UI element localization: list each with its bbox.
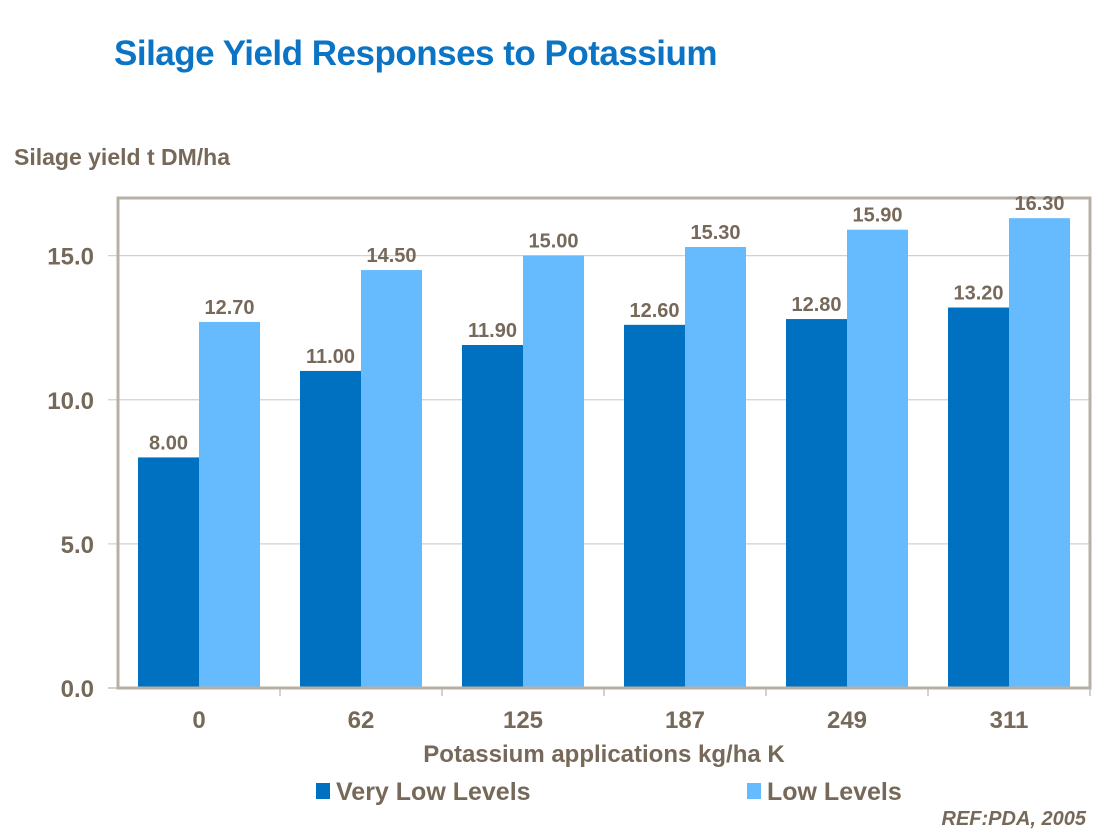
data-label: 15.30 xyxy=(690,222,740,244)
legend: Very Low Levels Low Levels xyxy=(316,778,902,806)
data-label: 8.00 xyxy=(149,432,188,454)
data-label: 12.60 xyxy=(629,300,679,322)
x-tick-label: 311 xyxy=(990,707,1029,734)
legend-label: Very Low Levels xyxy=(336,778,531,806)
bar-low xyxy=(199,321,260,688)
chart-title: Silage Yield Responses to Potassium xyxy=(114,34,717,73)
y-tick-labels: 0.0 5.0 10.0 15.0 xyxy=(47,244,94,703)
gridlines xyxy=(108,255,1090,689)
legend-label: Low Levels xyxy=(767,778,902,806)
bar-very-low xyxy=(624,324,685,688)
bars xyxy=(138,218,1070,689)
legend-swatch-very-low xyxy=(316,783,330,799)
plot-border xyxy=(116,196,1092,690)
x-tick-label: 187 xyxy=(665,707,705,734)
data-labels: 8.00 12.70 11.00 14.50 11.90 15.00 12.60 15.30 1… xyxy=(149,193,1065,454)
bar-low xyxy=(523,255,584,688)
y-axis-label: Silage yield t DM/ha xyxy=(14,144,230,170)
x-tick-label: 0 xyxy=(192,707,205,734)
data-label: 12.70 xyxy=(204,297,254,319)
data-label: 13.20 xyxy=(953,283,1003,305)
data-label: 14.50 xyxy=(366,245,416,267)
y-tick-label: 0.0 xyxy=(61,676,94,703)
x-axis-label: Potassium applications kg/ha K xyxy=(423,741,785,768)
y-tick-label: 15.0 xyxy=(47,244,94,271)
bar-low xyxy=(361,270,422,688)
plot-frame xyxy=(116,196,1092,696)
reference-note: REF:PDA, 2005 xyxy=(941,808,1087,830)
x-tick-label: 125 xyxy=(503,707,543,734)
x-tick-labels: 0 62 125 187 249 311 xyxy=(192,707,1028,734)
bar-low xyxy=(685,247,746,688)
legend-swatch-low xyxy=(747,783,761,799)
bar-very-low xyxy=(300,370,361,688)
bar-very-low xyxy=(462,345,523,688)
data-label: 16.30 xyxy=(1014,193,1064,215)
bar-very-low xyxy=(786,319,847,688)
bar-very-low xyxy=(948,307,1009,688)
y-tick-label: 5.0 xyxy=(61,532,94,559)
data-label: 15.90 xyxy=(852,205,902,227)
bar-low xyxy=(1009,218,1070,689)
data-label: 11.00 xyxy=(306,346,355,368)
data-label: 12.80 xyxy=(791,294,841,316)
x-tick-label: 62 xyxy=(348,707,375,734)
y-tick-label: 10.0 xyxy=(47,388,94,415)
x-tick-label: 249 xyxy=(827,707,867,734)
bar-low xyxy=(847,229,908,689)
data-label: 15.00 xyxy=(528,231,578,253)
bar-very-low xyxy=(138,457,199,688)
data-label: 11.90 xyxy=(468,320,517,342)
